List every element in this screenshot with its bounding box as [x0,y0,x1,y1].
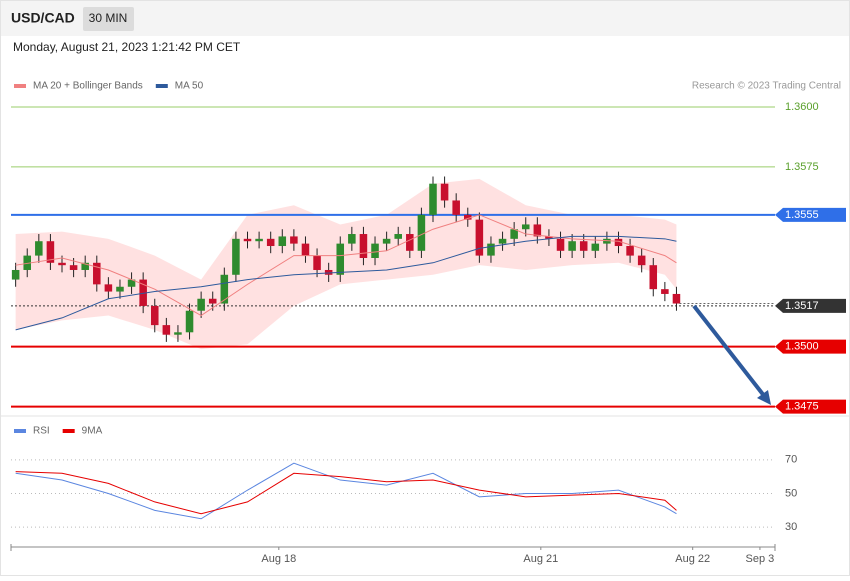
header-bar [1,1,849,36]
ma-line [15,214,677,317]
candle-body [568,241,576,251]
candle-body [139,279,147,306]
level-tag [775,339,846,354]
candle-body [452,200,460,215]
candle-body [440,183,449,201]
indicator-line [15,471,677,515]
candle-body [174,332,182,335]
date: Monday, August 21, 2023 1:21:42 PM CET [13,40,241,54]
candle-body [313,255,321,270]
credit: Research © 2023 Trading Central [692,81,841,92]
candle-body [649,265,658,290]
candle-body [93,262,101,285]
candle-body [545,236,553,239]
candle-body [69,265,78,270]
legend-swatch [155,84,168,88]
y-tick-label: 30 [785,521,797,533]
candle-body [429,183,437,215]
title: USD/CAD [11,10,75,26]
candle-body [464,214,472,220]
x-tick-label: Aug 22 [675,553,710,565]
y-tick-label: 50 [785,487,797,499]
x-tick-label: Aug 18 [261,553,296,565]
candle-body [185,310,194,333]
level-label: 1.3575 [785,161,819,173]
candle-body [626,246,634,256]
y-tick-label: 70 [785,454,797,466]
candle-body [220,274,229,304]
level-label: 1.3475 [785,401,819,413]
candle-body [162,325,171,335]
candle-body [232,238,240,275]
candle-body [46,241,55,263]
candle-body [382,238,391,244]
legend-label: RSI [33,426,50,437]
candle-body [661,289,669,294]
candle-body [487,243,495,256]
candle-body [23,255,31,270]
level-label: 1.3600 [785,101,819,113]
legend-label: MA 20 + Bollinger Bands [33,81,143,92]
candle-body [498,238,507,244]
candle-body [371,243,379,258]
level-label: 1.3555 [785,209,819,221]
legend-label: 9MA [82,426,103,437]
bollinger-band [15,178,677,350]
level-label: 1.3517 [785,300,819,312]
candle-body [637,255,646,266]
candle-body [301,243,310,256]
level-tag [775,399,846,414]
level-tag [775,207,846,222]
candle-body [614,238,623,247]
candle-body [243,238,252,242]
legend-label: MA 50 [175,81,204,92]
arrow-head [757,390,771,405]
candle-body [266,238,275,247]
legend-swatch [14,84,26,88]
candle-body [208,298,217,304]
candle-body [324,269,333,275]
level-label: 1.3500 [785,341,819,353]
candle-body [521,224,530,230]
candle-body [336,243,345,275]
legend-swatch [62,429,75,433]
candle-body [197,298,205,311]
candle-body [591,243,600,251]
candle-body [579,241,588,251]
candle-body [533,224,542,237]
candle-body [58,262,66,266]
legend-swatch [14,429,26,433]
x-tick-label: Aug 21 [523,553,558,565]
candle-body [255,238,263,242]
candle-body [603,238,611,244]
level-tag [775,298,846,313]
timeframe-badge[interactable] [83,7,134,31]
candle-body [394,234,402,239]
candle-body [11,269,20,280]
candle-body [278,236,287,247]
candle-body [475,219,484,256]
candle-body [127,279,136,287]
candle-body [510,229,518,239]
candle-body [35,241,43,256]
candle-body [672,293,681,304]
timeframe[interactable]: 30 MIN [89,11,128,25]
candle-body [556,238,565,251]
forecast-arrow [692,304,767,399]
ma-line [15,235,677,331]
candle-body [359,234,368,258]
candle-body [417,214,426,251]
candle-body [290,236,298,244]
candle-body [406,234,414,251]
candle-body [81,262,89,270]
candle-body [116,286,124,292]
candle-body [150,305,159,326]
candle-body [104,284,113,292]
candle-body [348,234,356,244]
indicator-line [15,462,677,520]
x-tick-label: Sep 3 [746,553,775,565]
